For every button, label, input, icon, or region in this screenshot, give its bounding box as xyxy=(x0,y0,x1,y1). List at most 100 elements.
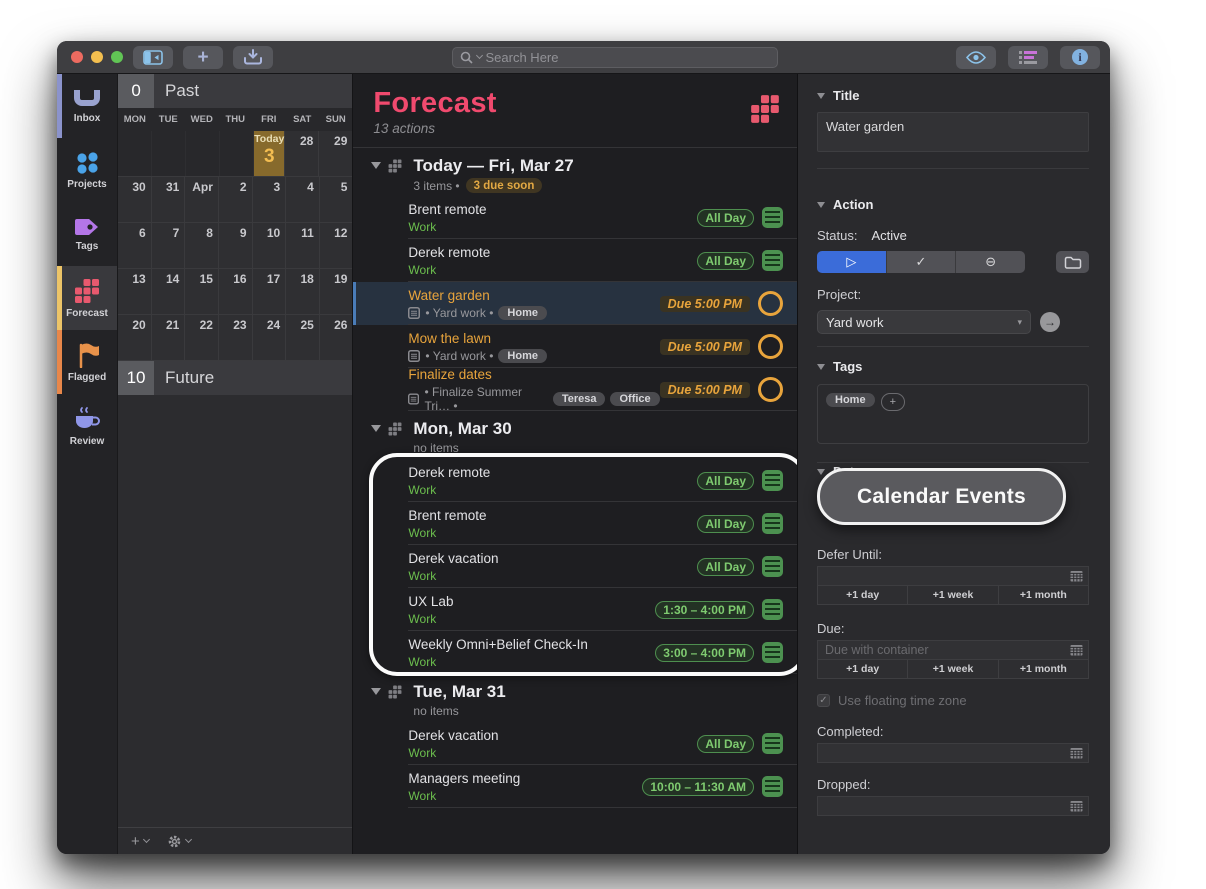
calendar-day-cell[interactable]: 23 xyxy=(218,315,253,360)
dropped-field[interactable] xyxy=(817,796,1089,816)
perspectives-button[interactable] xyxy=(1008,45,1048,69)
calendar-picker-icon[interactable] xyxy=(1070,644,1083,656)
calendar-day-cell[interactable]: 31 xyxy=(151,177,186,222)
plus-one-month-button[interactable]: +1 month xyxy=(1019,589,1067,601)
calendar-day-cell[interactable]: 15 xyxy=(185,269,219,314)
calendar-day-cell[interactable]: 7 xyxy=(151,223,186,268)
calendar-day-cell[interactable]: 28 xyxy=(285,131,320,176)
plus-one-month-button[interactable]: +1 month xyxy=(1019,663,1067,675)
calendar-day-cell[interactable]: 30 xyxy=(118,177,152,222)
inspector-toggle-button[interactable]: i xyxy=(1060,45,1100,69)
calendar-day-cell[interactable]: 22 xyxy=(185,315,219,360)
floating-timezone-checkbox[interactable]: ✓ xyxy=(817,694,830,707)
tags-field[interactable]: Home + xyxy=(817,384,1089,444)
calendar-day-cell[interactable]: 3 xyxy=(252,177,287,222)
calendar-day-cell[interactable] xyxy=(186,131,221,176)
section-header-tue-mar-31[interactable]: Tue, Mar 31 no items xyxy=(353,674,797,722)
sidebar-item-forecast[interactable]: Forecast xyxy=(57,266,118,330)
plus-one-week-button[interactable]: +1 week xyxy=(908,586,999,604)
calendar-day-cell[interactable]: 9 xyxy=(218,223,253,268)
disclosure-triangle-icon[interactable] xyxy=(817,201,825,208)
sidebar-item-flagged[interactable]: Flagged xyxy=(57,330,117,394)
calendar-day-cell[interactable]: 29 xyxy=(319,131,353,176)
calendar-day-cell[interactable]: 16 xyxy=(218,269,253,314)
calendar-day-cell[interactable]: 8 xyxy=(185,223,219,268)
go-to-project-button[interactable]: → xyxy=(1040,312,1060,332)
calendar-day-cell[interactable]: 11 xyxy=(286,223,320,268)
calendar-day-cell[interactable]: Apr xyxy=(185,177,219,222)
action-section-header[interactable]: Action xyxy=(817,197,1089,212)
minimize-button[interactable] xyxy=(91,51,103,63)
calendar-day-cell[interactable]: 20 xyxy=(118,315,152,360)
sidebar-item-tags[interactable]: Tags xyxy=(57,202,117,266)
tag-pill[interactable]: Home xyxy=(826,393,875,407)
task-status-circle[interactable] xyxy=(758,334,783,359)
event-row[interactable]: Derek remote Work All Day xyxy=(353,459,797,502)
calendar-picker-icon[interactable] xyxy=(1070,747,1083,759)
defer-until-input[interactable] xyxy=(818,567,1088,585)
defer-until-field[interactable] xyxy=(817,566,1089,586)
due-field[interactable] xyxy=(817,640,1089,660)
sidebar-item-review[interactable]: Review xyxy=(57,394,117,458)
completed-field[interactable] xyxy=(817,743,1089,763)
disclosure-triangle-icon[interactable] xyxy=(817,92,825,99)
event-row[interactable]: Derek remote Work All Day xyxy=(353,239,797,282)
add-tag-button[interactable]: + xyxy=(880,393,905,411)
calendar-day-cell[interactable]: 5 xyxy=(319,177,353,222)
section-header-mon-mar-30[interactable]: Mon, Mar 30 no items xyxy=(353,411,797,459)
dropped-input[interactable] xyxy=(818,797,1088,815)
disclosure-triangle-icon[interactable] xyxy=(371,688,382,695)
title-field[interactable]: Water garden xyxy=(817,112,1089,152)
status-active-segment[interactable]: ▷ xyxy=(817,251,887,273)
status-dropped-segment[interactable]: ⊖ xyxy=(956,251,1025,273)
calendar-day-cell[interactable] xyxy=(152,131,187,176)
task-row[interactable]: Mow the lawn • Yard work • Home Due 5:00… xyxy=(353,325,797,368)
event-row[interactable]: Brent remote Work All Day xyxy=(353,502,797,545)
disclosure-triangle-icon[interactable] xyxy=(371,162,382,169)
event-row[interactable]: UX Lab Work 1:30 – 4:00 PM xyxy=(353,588,797,631)
disclosure-triangle-icon[interactable] xyxy=(371,425,382,432)
status-completed-segment[interactable]: ✓ xyxy=(886,251,957,273)
task-row-selected[interactable]: Water garden • Yard work • Home Due 5:00… xyxy=(353,282,797,325)
convert-to-project-button[interactable] xyxy=(1056,251,1089,273)
toggle-sidebar-button[interactable] xyxy=(133,45,173,69)
calendar-day-cell[interactable]: 13 xyxy=(118,269,152,314)
zoom-button[interactable] xyxy=(111,51,123,63)
plus-one-day-button[interactable]: +1 day xyxy=(818,586,909,604)
calendar-day-cell[interactable]: 10 xyxy=(252,223,287,268)
search-field[interactable] xyxy=(451,46,778,68)
event-row[interactable]: Brent remote Work All Day xyxy=(353,196,797,239)
calendar-day-cell[interactable]: 2 xyxy=(218,177,253,222)
task-status-circle[interactable] xyxy=(758,377,783,402)
project-select[interactable]: Yard work ▾ xyxy=(817,310,1031,334)
disclosure-triangle-icon[interactable] xyxy=(817,363,825,370)
due-input[interactable] xyxy=(818,641,1088,659)
calendar-day-cell[interactable]: 26 xyxy=(319,315,353,360)
close-button[interactable] xyxy=(71,51,83,63)
settings-button[interactable] xyxy=(167,834,192,849)
clean-up-button[interactable] xyxy=(233,45,273,69)
calendar-day-cell[interactable] xyxy=(118,131,153,176)
tags-section-header[interactable]: Tags xyxy=(817,359,1089,374)
sidebar-item-projects[interactable]: Projects xyxy=(57,138,117,202)
task-row[interactable]: Finalize dates • Finalize Summer Tri… • … xyxy=(353,367,797,413)
view-options-button[interactable] xyxy=(956,45,996,69)
section-header-today[interactable]: Today — Fri, Mar 27 3 items • 3 due soon xyxy=(353,148,797,196)
calendar-day-cell[interactable]: 4 xyxy=(286,177,320,222)
plus-one-day-button[interactable]: +1 day xyxy=(818,660,909,678)
plus-one-week-button[interactable]: +1 week xyxy=(908,660,999,678)
calendar-day-cell[interactable]: 14 xyxy=(151,269,186,314)
event-row[interactable]: Weekly Omni+Belief Check-In Work 3:00 – … xyxy=(353,631,797,674)
search-input[interactable] xyxy=(485,49,770,65)
title-section-header[interactable]: Title xyxy=(817,88,1089,103)
event-row[interactable]: Derek vacation Work All Day xyxy=(353,722,797,765)
calendar-day-cell[interactable]: 12 xyxy=(319,223,353,268)
calendar-day-cell[interactable] xyxy=(220,131,255,176)
future-header[interactable]: 10 Future xyxy=(118,361,353,395)
event-row[interactable]: Managers meeting Work 10:00 – 11:30 AM xyxy=(353,765,797,808)
calendar-day-cell[interactable]: 25 xyxy=(286,315,320,360)
task-status-circle[interactable] xyxy=(758,291,783,316)
calendar-today-cell[interactable]: Today 3 xyxy=(254,131,286,176)
calendar-day-cell[interactable]: 21 xyxy=(151,315,186,360)
add-perspective-button[interactable]: + xyxy=(131,833,150,850)
